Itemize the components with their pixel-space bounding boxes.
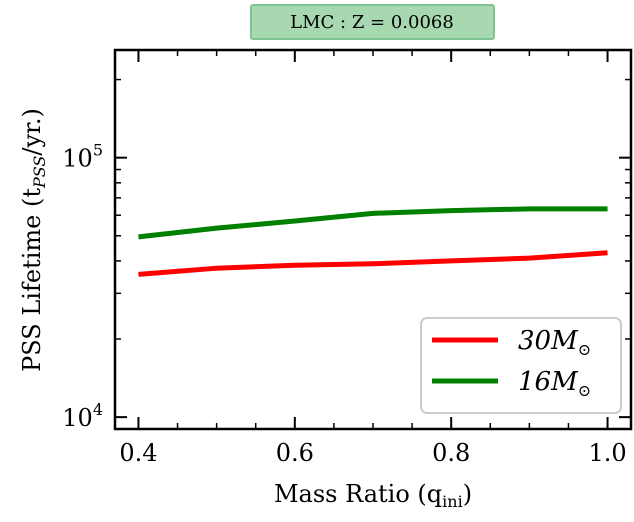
x-axis-label-close: ) [463,480,472,508]
x-tick-label: 0.8 [432,439,470,467]
y-tick-label-base: 10 [62,404,93,432]
series-line-0 [138,250,608,277]
series-line-1 [138,206,608,240]
y-tick-label: 104 [62,400,103,432]
legend-label-16-main: 16M [518,367,579,397]
legend-label-30-main: 30M [518,326,579,356]
y-axis-label: PSS Lifetime (tPSS/yr.) [18,108,49,372]
x-tick-label: 1.0 [588,439,626,467]
x-axis-label-sub: ini [442,492,463,511]
title-badge-box [250,4,495,40]
y-axis-label-sub: PSS [30,156,49,189]
legend-label-16-sub: ⊙ [578,381,591,400]
y-tick-label-base: 10 [62,145,93,173]
x-axis-label-main: Mass Ratio (q [274,480,442,508]
legend-label-16: 16M⊙ [518,367,591,400]
y-tick-label-exp: 4 [93,400,103,419]
title-badge: LMC : Z = 0.0068 [250,4,495,40]
y-axis-label-close: /yr.) [18,108,46,155]
legend: 30M⊙ 16M⊙ [420,317,622,414]
series-lines [138,206,608,277]
plot-frame [113,48,633,431]
y-tick-label: 105 [62,141,103,173]
chart-title: LMC : Z = 0.0068 [290,12,454,33]
y-tick-label-exp: 5 [93,141,103,160]
x-tick-label: 0.6 [276,439,314,467]
y-axis-label-main: PSS Lifetime (t [18,188,46,372]
x-tick-label: 0.4 [119,439,157,467]
legend-label-30-sub: ⊙ [578,340,591,359]
legend-label-30: 30M⊙ [518,326,591,359]
x-axis-label: Mass Ratio (qini) [274,480,472,511]
